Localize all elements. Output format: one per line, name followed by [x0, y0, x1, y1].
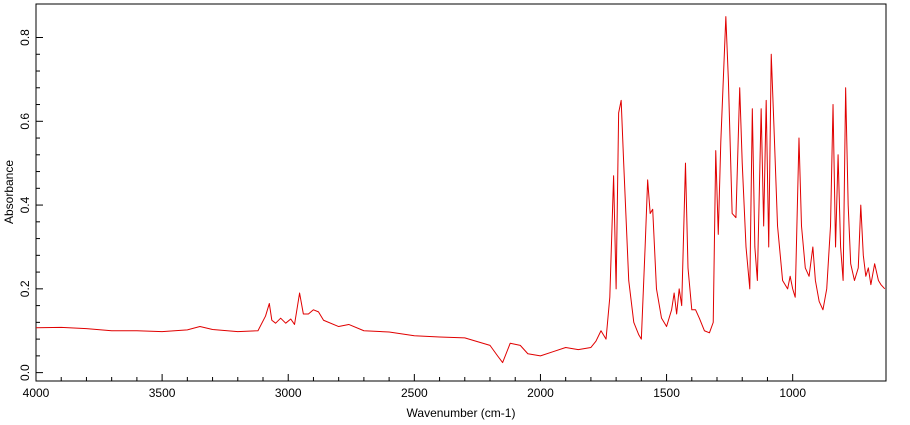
y-tick-label: 0.4 [18, 196, 32, 213]
y-axis-title: Absorbance [2, 160, 16, 224]
y-tick-label: 0.8 [18, 29, 32, 46]
spectrum-line [35, 16, 886, 364]
y-tick-label: 0.6 [18, 113, 32, 130]
x-tick-label: 4000 [23, 386, 50, 400]
x-axis-title: Wavenumber (cm-1) [407, 406, 516, 420]
y-tick-label: 0.2 [18, 280, 32, 297]
x-tick-label: 3000 [275, 386, 302, 400]
y-tick-label: 0.0 [18, 364, 32, 381]
x-tick-label: 2500 [401, 386, 428, 400]
x-tick-label: 1000 [779, 386, 806, 400]
x-tick-label: 2000 [527, 386, 554, 400]
x-tick-label: 3500 [149, 386, 176, 400]
x-tick-label: 1500 [653, 386, 680, 400]
plot-frame [35, 3, 887, 382]
